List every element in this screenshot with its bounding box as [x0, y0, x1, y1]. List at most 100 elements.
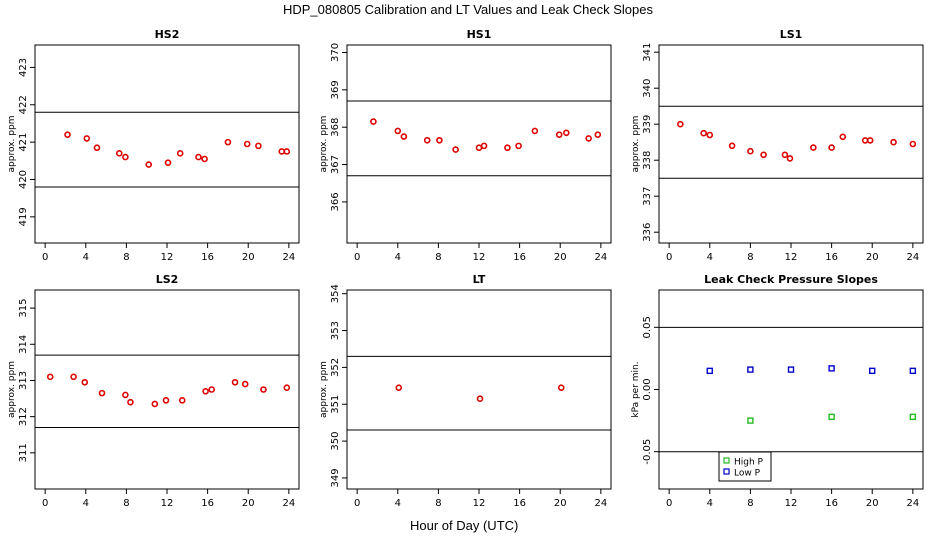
y-tick-label: 340: [642, 79, 653, 98]
y-tick-label: 339: [642, 115, 653, 134]
data-point: [241, 380, 249, 388]
data-point: [70, 373, 77, 381]
y-axis-label: approx. ppm: [7, 116, 17, 173]
data-point: [162, 397, 170, 404]
data-point: [176, 150, 184, 157]
x-tick-label: 24: [906, 498, 919, 509]
x-tick-label: 16: [513, 498, 526, 509]
y-tick-label: 349: [330, 468, 341, 487]
x-tick-label: 0: [666, 498, 672, 509]
data-point: [394, 127, 402, 135]
data-point: [64, 131, 71, 138]
panel-title: HS2: [155, 28, 180, 41]
x-tick-label: 8: [747, 252, 753, 263]
data-point: [555, 131, 563, 138]
y-axis-label: approx. ppm: [319, 361, 329, 418]
data-point: [98, 389, 106, 397]
data-point: [594, 131, 602, 138]
x-tick-label: 20: [866, 498, 879, 509]
data-point: [515, 142, 522, 150]
data-point: [122, 391, 129, 399]
data-point: [700, 129, 707, 137]
x-tick-label: 20: [242, 498, 255, 509]
x-tick-label: 12: [473, 498, 486, 509]
y-tick-label: 338: [642, 151, 653, 170]
x-tick-label: 12: [161, 252, 174, 263]
y-axis-label: approx. ppm: [7, 361, 17, 418]
y-tick-label: 367: [330, 155, 341, 174]
data-point: [201, 155, 208, 163]
y-tick-label: 311: [18, 443, 29, 462]
plot-frame: [658, 289, 924, 490]
y-tick-label: 366: [330, 192, 341, 211]
x-tick-label: 12: [161, 498, 174, 509]
y-tick-label: 421: [18, 133, 29, 152]
data-point: [278, 148, 286, 155]
y-tick-label: 354: [330, 284, 341, 303]
x-tick-label: 0: [666, 252, 672, 263]
x-tick-label: 20: [554, 252, 567, 263]
x-tick-label: 8: [435, 498, 441, 509]
panel-3: LS1 0 4 8 12 16 20 24 336 337 338 339 340 341 approx. …: [631, 28, 924, 263]
data-point: [400, 133, 408, 140]
y-axis-label: approx. ppm: [631, 116, 641, 173]
panel-title: LT: [473, 273, 486, 286]
data-point: [255, 142, 262, 150]
x-tick-label: 12: [785, 252, 798, 263]
plot-frame: [658, 44, 924, 244]
data-point: [786, 155, 794, 162]
x-tick-label: 8: [435, 252, 441, 263]
data-point: [760, 151, 767, 159]
data-point: [480, 142, 488, 150]
data-point: [395, 384, 403, 391]
legend-label: Low P: [734, 469, 761, 479]
y-tick-label: 423: [18, 58, 29, 77]
data-point: [283, 148, 291, 155]
x-tick-label: 16: [513, 252, 526, 263]
x-tick-label: 24: [594, 498, 607, 509]
y-tick-label: 312: [18, 407, 29, 426]
data-point: [164, 159, 172, 166]
data-point: [145, 161, 153, 168]
data-point: [585, 135, 592, 142]
data-point: [781, 151, 789, 159]
y-axis-label: approx. ppm: [319, 116, 329, 173]
data-point: [475, 144, 483, 152]
x-tick-label: 4: [83, 498, 89, 509]
data-point: [260, 386, 267, 393]
x-tick-label: 16: [825, 498, 838, 509]
x-tick-label: 8: [747, 498, 753, 509]
data-point: [83, 135, 91, 142]
x-tick-label: 16: [201, 498, 214, 509]
x-tick-label: 24: [282, 252, 295, 263]
panel-2: HS1 0 4 8 12 16 20 24 366 367 368 369 370 approx. ppm: [319, 28, 612, 263]
data-point: [747, 147, 754, 155]
data-point: [178, 397, 186, 404]
y-axis-label: kPa per min.: [631, 361, 641, 417]
data-point: [208, 386, 215, 393]
data-point: [93, 144, 101, 152]
x-tick-label: 12: [473, 252, 486, 263]
data-point: [909, 140, 917, 148]
y-tick-label: 422: [18, 95, 29, 114]
x-tick-label: 0: [42, 498, 48, 509]
data-point-high-p: [909, 413, 917, 421]
x-tick-label: 20: [242, 252, 255, 263]
x-tick-label: 24: [282, 498, 295, 509]
panel-4: LS2 0 4 8 12 16 20 24 311 312 313 314 315 approx. ppm: [7, 273, 300, 509]
legend-marker: [723, 457, 730, 464]
legend-label: High P: [734, 458, 764, 468]
x-tick-label: 8: [123, 498, 129, 509]
data-point: [115, 150, 123, 157]
data-point: [127, 398, 134, 406]
x-tick-label: 4: [707, 252, 713, 263]
data-point: [810, 144, 817, 151]
data-point: [423, 136, 431, 144]
plot-frame: [346, 289, 612, 490]
x-tick-label: 4: [395, 498, 401, 509]
panel-title: Leak Check Pressure Slopes: [704, 273, 878, 286]
data-point: [436, 136, 443, 144]
legend-box: [718, 451, 772, 482]
data-point: [46, 373, 54, 381]
data-point: [195, 153, 202, 161]
